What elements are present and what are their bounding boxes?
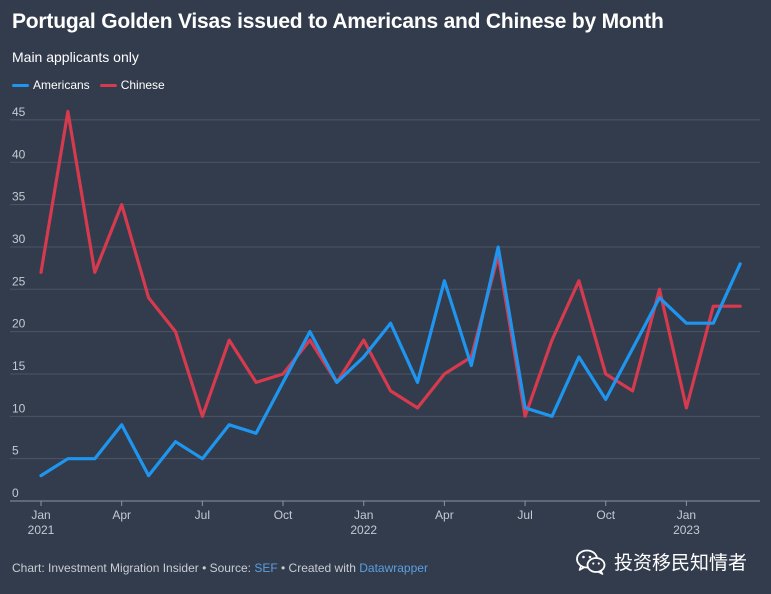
- x-tick-label: Apr: [112, 508, 131, 522]
- x-tick-label: Apr: [435, 508, 454, 522]
- y-tick-label: 40: [12, 147, 26, 161]
- y-tick-label: 20: [12, 317, 26, 331]
- source-link[interactable]: SEF: [254, 561, 278, 575]
- y-tick-label: 0: [12, 486, 19, 500]
- watermark-text: 投资移民知情者: [613, 553, 747, 574]
- chart-title: Portugal Golden Visas issued to American…: [12, 10, 664, 33]
- y-tick-label: 5: [12, 444, 19, 458]
- legend-label-americans: Americans: [33, 78, 90, 92]
- y-tick-label: 45: [12, 105, 26, 119]
- footer-created-with: • Created with: [277, 561, 360, 575]
- series-line-chinese: [39, 109, 742, 418]
- watermark: 投资移民知情者: [576, 548, 747, 575]
- x-tick-label: Jul: [517, 508, 532, 522]
- y-tick-label: 10: [12, 401, 26, 415]
- series-line-americans: [39, 245, 742, 478]
- x-tick-label: Oct: [274, 508, 293, 522]
- legend-label-chinese: Chinese: [120, 78, 165, 92]
- y-axis-ticks: 0 5 10 15 20 25 30 35 40 45: [12, 105, 26, 500]
- wechat-icon: [576, 549, 606, 575]
- legend-swatch-chinese: [99, 83, 117, 87]
- footer-credit: Chart: Investment Migration Insider • So…: [12, 561, 255, 575]
- legend-item-americans: Americans: [12, 78, 90, 92]
- x-tick-label: Jan: [354, 508, 373, 522]
- legend: Americans Chinese: [12, 78, 175, 92]
- y-tick-label: 35: [12, 190, 26, 204]
- x-tick-label: Jul: [195, 508, 210, 522]
- y-tick-label: 25: [12, 274, 26, 288]
- legend-swatch-americans: [12, 83, 29, 87]
- y-tick-label: 30: [12, 232, 26, 246]
- chart-footer: Chart: Investment Migration Insider • So…: [12, 561, 428, 575]
- chart-subtitle: Main applicants only: [12, 49, 139, 65]
- series-lines: [39, 109, 742, 478]
- legend-item-chinese: Chinese: [99, 78, 165, 92]
- x-tick-year-label: 2023: [673, 523, 700, 537]
- gridlines: [10, 119, 760, 502]
- x-tick-year-label: 2021: [28, 523, 55, 537]
- datawrapper-link[interactable]: Datawrapper: [359, 561, 428, 575]
- y-tick-label: 15: [12, 359, 26, 373]
- x-tick-label: Jan: [31, 508, 50, 522]
- x-tick-year-label: 2022: [350, 523, 377, 537]
- x-tick-label: Jan: [677, 508, 696, 522]
- x-tick-label: Oct: [596, 508, 615, 522]
